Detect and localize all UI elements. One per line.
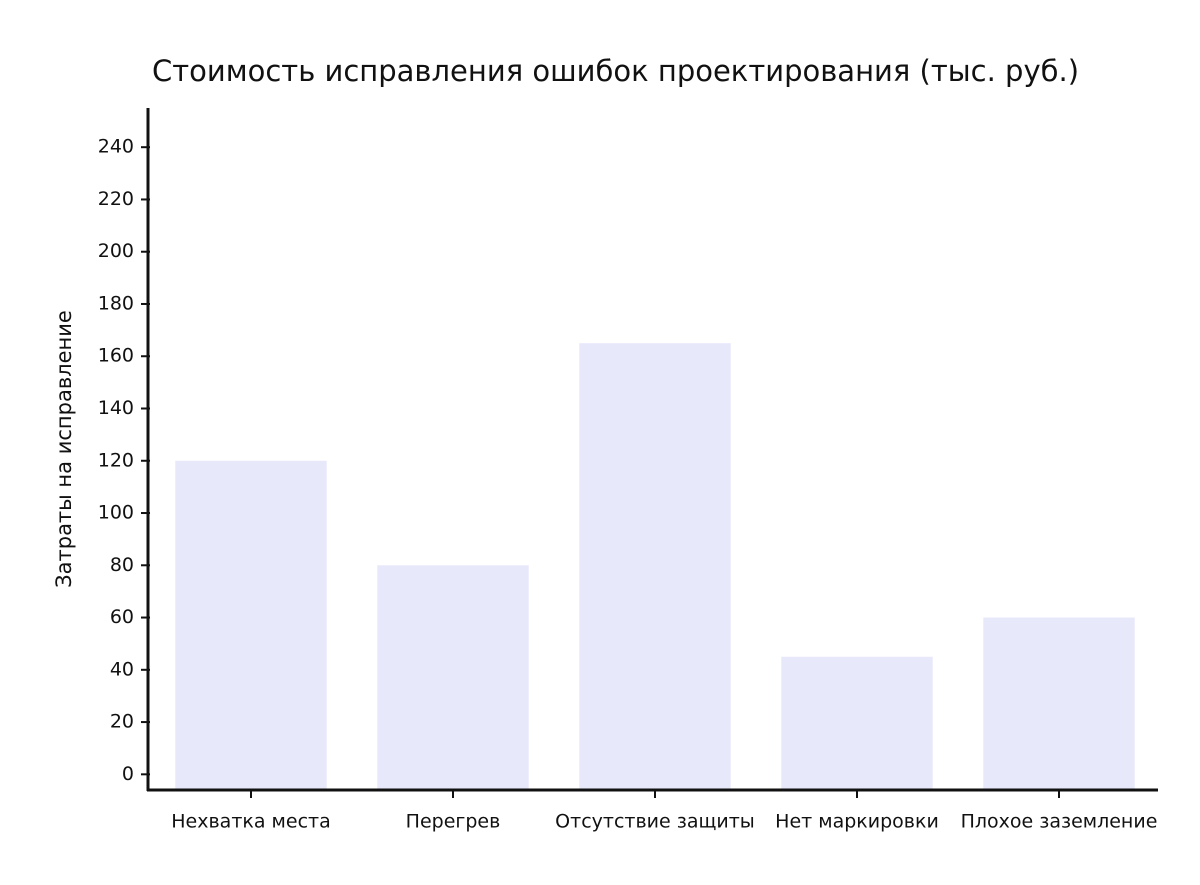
x-tick-label: Нет маркировки (775, 811, 939, 833)
bar (579, 343, 731, 790)
x-tick-label: Перегрев (406, 811, 501, 833)
y-tick-label: 60 (110, 606, 134, 628)
y-tick-label: 180 (98, 292, 134, 314)
y-tick-label: 240 (98, 136, 134, 158)
bar (983, 617, 1135, 790)
bar (781, 656, 933, 790)
y-tick-label: 120 (98, 449, 134, 471)
y-axis-label: Затраты на исправление (52, 310, 76, 588)
y-tick-label: 100 (98, 502, 134, 524)
y-tick-label: 200 (98, 240, 134, 262)
bar (175, 460, 327, 790)
y-tick-label: 20 (110, 711, 134, 733)
y-tick-label: 80 (110, 554, 134, 576)
y-tick-label: 40 (110, 658, 134, 680)
x-tick-label: Плохое заземление (961, 811, 1158, 833)
y-tick-label: 220 (98, 188, 134, 210)
y-tick-label: 0 (122, 763, 134, 785)
chart-title: Стоимость исправления ошибок проектирова… (152, 54, 1079, 88)
y-tick-label: 160 (98, 345, 134, 367)
bar (377, 565, 529, 790)
x-tick-label: Нехватка места (171, 811, 330, 833)
y-tick-label: 140 (98, 397, 134, 419)
x-tick-label: Отсутствие защиты (555, 811, 755, 833)
